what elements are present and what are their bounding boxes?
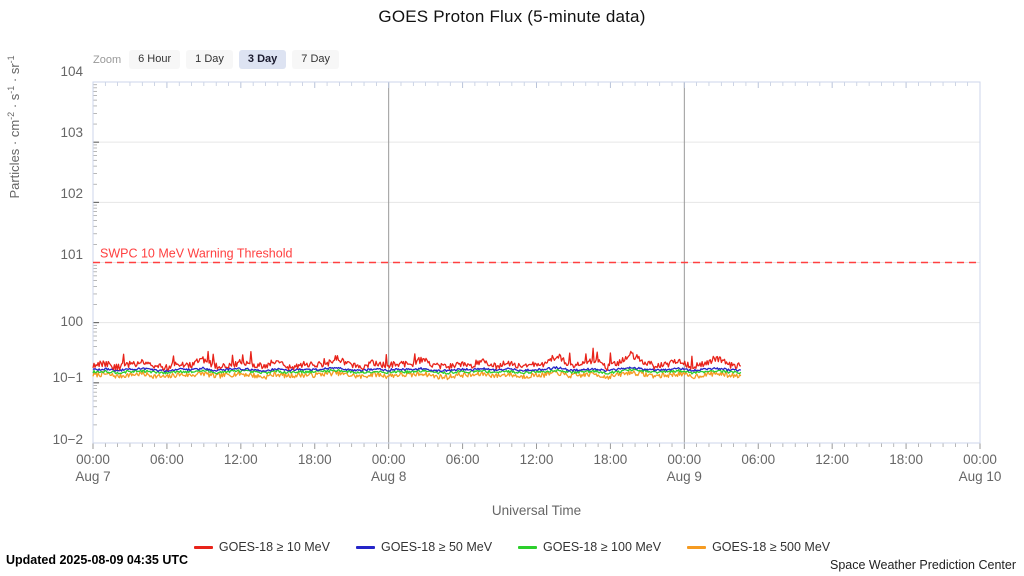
x-axis-title: Universal Time bbox=[491, 503, 582, 518]
x-tick-8: 00:00 bbox=[667, 452, 702, 467]
x-tick-4: 00:00 bbox=[371, 452, 406, 467]
y-tick-1e3: 103 bbox=[60, 125, 83, 140]
legend-line-icon bbox=[687, 545, 707, 549]
x-date-aug7: Aug 7 bbox=[75, 469, 111, 484]
legend-line-icon bbox=[193, 545, 213, 549]
series-line-3 bbox=[92, 369, 742, 381]
legend-item-100mev[interactable]: GOES-18 ≥ 100 MeV bbox=[518, 540, 661, 554]
x-tick-3: 18:00 bbox=[297, 452, 332, 467]
zoom-button-7day[interactable]: 7 Day bbox=[292, 50, 340, 69]
y-tick-1e1: 101 bbox=[60, 247, 83, 262]
legend-item-10mev[interactable]: GOES-18 ≥ 10 MeV bbox=[193, 540, 330, 554]
x-tick-5: 06:00 bbox=[445, 452, 480, 467]
x-tick-7: 18:00 bbox=[593, 452, 628, 467]
legend-item-500mev[interactable]: GOES-18 ≥ 500 MeV bbox=[687, 540, 830, 554]
x-tick-1: 06:00 bbox=[149, 452, 184, 467]
plot-area[interactable]: SWPC 10 MeV Warning Threshold bbox=[0, 0, 1024, 530]
y-tick-1e4: 104 bbox=[60, 64, 83, 79]
series-line-2 bbox=[92, 367, 742, 375]
page-title: GOES Proton Flux (5-minute data) bbox=[378, 7, 646, 26]
x-tick-9: 06:00 bbox=[741, 452, 776, 467]
x-date-aug8: Aug 8 bbox=[371, 469, 407, 484]
y-tick-1e2: 102 bbox=[60, 186, 83, 201]
threshold-label: SWPC 10 MeV Warning Threshold bbox=[100, 247, 292, 261]
x-tick-12: 00:00 bbox=[963, 452, 997, 467]
x-tick-0: 00:00 bbox=[76, 452, 110, 467]
zoom-toolbar: Zoom 6 Hour 1 Day 3 Day 7 Day bbox=[93, 50, 340, 69]
x-tick-6: 12:00 bbox=[519, 452, 554, 467]
zoom-label: Zoom bbox=[93, 53, 122, 66]
legend-item-50mev[interactable]: GOES-18 ≥ 50 MeV bbox=[355, 540, 492, 554]
y-tick-1e-1: 10−1 bbox=[52, 370, 83, 385]
zoom-button-1day[interactable]: 1 Day bbox=[186, 50, 233, 69]
legend-line-icon bbox=[518, 545, 538, 549]
updated-timestamp: Updated 2025-08-09 04:35 UTC bbox=[6, 553, 189, 567]
legend-line-icon bbox=[355, 545, 375, 549]
credit-text: Space Weather Prediction Center bbox=[830, 558, 1016, 572]
x-tick-2: 12:00 bbox=[223, 452, 258, 467]
y-tick-1e-2: 10−2 bbox=[52, 432, 83, 447]
x-date-aug10: Aug 10 bbox=[958, 469, 1002, 484]
zoom-button-6hour[interactable]: 6 Hour bbox=[129, 50, 181, 69]
legend: GOES-18 ≥ 10 MeV GOES-18 ≥ 50 MeV GOES-1… bbox=[0, 540, 1024, 554]
x-tick-10: 12:00 bbox=[815, 452, 850, 467]
y-tick-1e0: 100 bbox=[60, 314, 83, 329]
series-line-1 bbox=[92, 366, 742, 373]
series-line-0 bbox=[92, 347, 742, 371]
x-tick-11: 18:00 bbox=[889, 452, 923, 467]
zoom-button-3day[interactable]: 3 Day bbox=[238, 50, 287, 69]
x-date-aug9: Aug 9 bbox=[666, 469, 702, 484]
